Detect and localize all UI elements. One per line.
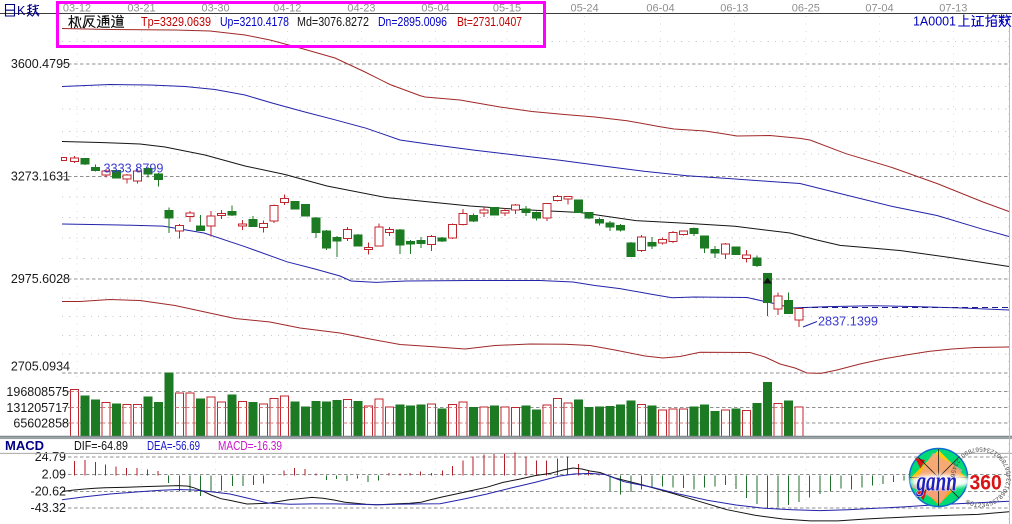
svg-text:2.09: 2.09 [42, 468, 66, 482]
svg-text:03-21: 03-21 [127, 3, 155, 15]
svg-text:131205717: 131205717 [6, 401, 69, 415]
svg-text:360: 360 [970, 472, 1002, 495]
svg-text:03-12: 03-12 [63, 3, 91, 15]
svg-text:05-15: 05-15 [493, 3, 521, 15]
svg-text:07-04: 07-04 [865, 3, 893, 15]
svg-text:06-25: 06-25 [792, 3, 820, 15]
svg-text:05-04: 05-04 [421, 3, 449, 15]
svg-text:04-12: 04-12 [273, 3, 301, 15]
svg-text:-43.32: -43.32 [31, 501, 66, 515]
svg-text:2705.0934: 2705.0934 [11, 360, 70, 374]
svg-text:2975.6028: 2975.6028 [11, 272, 70, 286]
svg-text:06-13: 06-13 [720, 3, 748, 15]
svg-text:07-13: 07-13 [939, 3, 967, 15]
svg-text:Up=3210.4178: Up=3210.4178 [220, 15, 289, 29]
svg-text:196808575: 196808575 [6, 385, 69, 399]
svg-text:03-30: 03-30 [202, 3, 230, 15]
svg-text:2837.1399: 2837.1399 [818, 315, 878, 329]
svg-text:65602858: 65602858 [13, 416, 69, 430]
svg-text:MACD: MACD [5, 439, 44, 453]
svg-text:Md=3076.8272: Md=3076.8272 [297, 15, 369, 29]
svg-text:06-04: 06-04 [646, 3, 674, 15]
svg-text:Dn=2895.0096: Dn=2895.0096 [378, 15, 447, 29]
svg-text:3273.1631: 3273.1631 [11, 170, 70, 184]
svg-text:05-24: 05-24 [571, 3, 599, 15]
svg-text:3333.8799: 3333.8799 [104, 162, 164, 176]
svg-text:1A0001: 1A0001 [913, 14, 956, 29]
svg-text:gann: gann [916, 466, 957, 498]
svg-text:3600.4795: 3600.4795 [11, 57, 70, 71]
svg-text:04-23: 04-23 [347, 3, 375, 15]
svg-text:MACD=-16.39: MACD=-16.39 [218, 439, 282, 453]
svg-text:-20.62: -20.62 [31, 485, 66, 499]
svg-text:K: K [17, 4, 26, 18]
svg-text:DEA=-56.69: DEA=-56.69 [147, 439, 200, 453]
svg-text:Bt=2731.0407: Bt=2731.0407 [457, 15, 522, 29]
svg-text:Tp=3329.0639: Tp=3329.0639 [141, 15, 211, 29]
svg-text:DIF=-64.89: DIF=-64.89 [74, 439, 128, 453]
